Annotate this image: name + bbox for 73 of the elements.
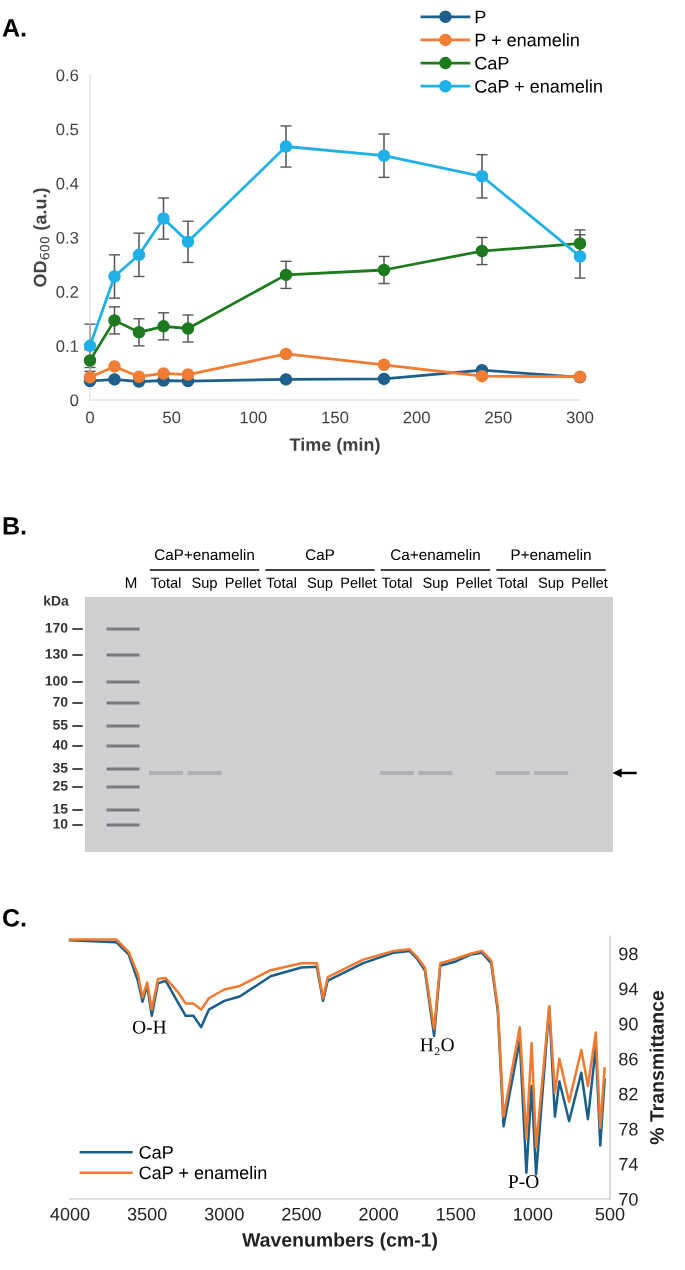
text: Sup xyxy=(538,577,564,591)
x-tick-label: 300 xyxy=(566,411,594,424)
x-tick-label: 150 xyxy=(322,411,349,424)
x-tick-label: 100 xyxy=(240,411,267,424)
y-tick-label: 78 xyxy=(619,1122,638,1136)
legend-label: CaP + enamelin xyxy=(139,1165,267,1180)
x-axis-title: Wavenumbers (cm-1) xyxy=(242,1232,437,1251)
text: Ca+enamelin xyxy=(391,548,480,561)
x-tick-label: 2000 xyxy=(359,1207,398,1221)
y-tick-label: 70 xyxy=(619,1192,638,1206)
text: 130 xyxy=(45,648,68,659)
x-axis-title: Time (min) xyxy=(289,437,380,455)
text: CaP+enamelin xyxy=(154,548,254,561)
text: Sup xyxy=(423,577,448,591)
y-tick-label: 86 xyxy=(619,1052,638,1066)
legend-label: P xyxy=(475,10,486,24)
annotation: O-H xyxy=(132,1020,167,1034)
y-tick-label: 98 xyxy=(619,947,638,961)
text: Pellet xyxy=(225,577,262,588)
y-tick-label: 90 xyxy=(619,1017,638,1031)
text: 55 xyxy=(52,720,68,730)
text: Total xyxy=(497,577,527,588)
y-tick-label: 0.5 xyxy=(56,123,79,136)
text: 40 xyxy=(52,739,68,750)
text: 170 xyxy=(45,622,68,633)
text: Pellet xyxy=(456,577,493,588)
text: kDa xyxy=(44,595,69,606)
y-tick-label: 0.1 xyxy=(56,340,79,353)
text: Pellet xyxy=(572,577,608,588)
text: Total xyxy=(150,577,181,588)
x-tick-label: 2500 xyxy=(282,1207,321,1221)
x-tick-label: 3500 xyxy=(127,1207,167,1221)
legend-label: CaP xyxy=(475,56,509,70)
y-axis-title: OD$_{600}$ (a.u.) xyxy=(33,188,51,287)
x-tick-label: 4000 xyxy=(50,1207,90,1221)
text: B. xyxy=(3,517,26,535)
legend-label: P + enamelin xyxy=(475,33,579,47)
x-tick-label: 1500 xyxy=(437,1207,476,1221)
y-tick-label: 0.2 xyxy=(56,286,79,298)
x-tick-label: 500 xyxy=(595,1207,625,1221)
y-tick-label: 0.6 xyxy=(56,69,79,82)
y-tick-label: 0 xyxy=(70,394,79,407)
text: CaP xyxy=(305,549,335,561)
y-tick-label: 94 xyxy=(619,982,638,996)
chart-title: C. xyxy=(3,909,26,927)
x-tick-label: 50 xyxy=(163,411,181,424)
y-tick-label: 0.4 xyxy=(56,177,79,190)
y-axis-title: % Transmittance xyxy=(649,990,664,1145)
text: 100 xyxy=(45,675,68,686)
text: 35 xyxy=(52,762,68,773)
y-tick-label: 82 xyxy=(619,1087,638,1101)
text: M xyxy=(125,577,137,588)
text: Pellet xyxy=(341,577,377,588)
annotation: P-O xyxy=(508,1175,539,1189)
x-tick-label: 0 xyxy=(86,411,94,424)
y-tick-label: 0.3 xyxy=(56,231,79,244)
text: P+enamelin xyxy=(511,548,591,561)
text: Total xyxy=(266,577,296,588)
x-tick-label: 3000 xyxy=(204,1207,244,1221)
text: 15 xyxy=(53,804,68,814)
x-tick-label: 250 xyxy=(485,411,512,424)
y-tick-label: 74 xyxy=(619,1158,638,1171)
annotation: H₂O xyxy=(420,1038,454,1056)
legend-label: CaP + enamelin xyxy=(475,79,602,93)
text: Sup xyxy=(192,577,217,591)
text: Total xyxy=(381,577,412,588)
text: Sup xyxy=(307,577,333,591)
legend-label: CaP xyxy=(139,1145,173,1159)
text: 10 xyxy=(53,818,68,829)
text: 25 xyxy=(53,780,68,791)
x-tick-label: 200 xyxy=(403,411,430,424)
chart-title: A. xyxy=(2,19,26,37)
x-tick-label: 1000 xyxy=(514,1207,553,1221)
